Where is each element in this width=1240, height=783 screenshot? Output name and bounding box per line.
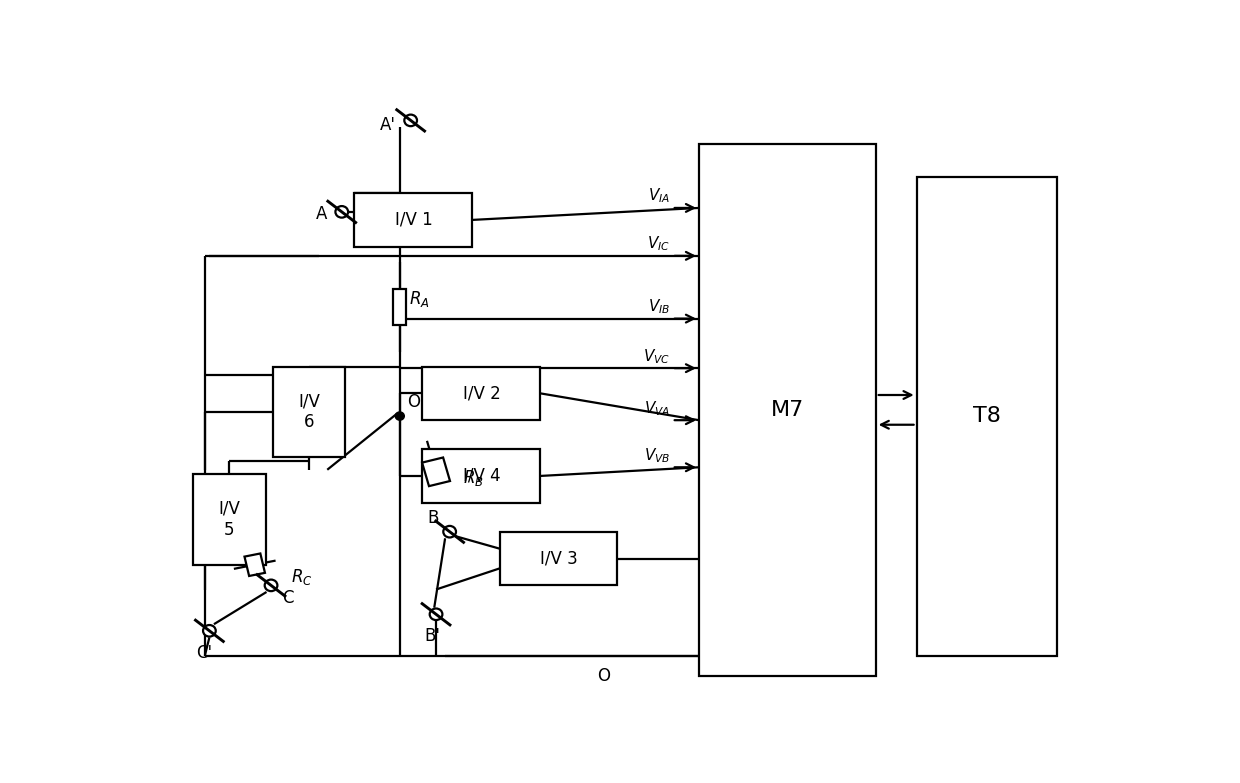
Text: $R_A$: $R_A$	[409, 289, 429, 309]
Text: $V_{VA}$: $V_{VA}$	[644, 399, 670, 417]
Text: B': B'	[424, 627, 440, 645]
Text: I/V 3: I/V 3	[539, 550, 578, 568]
Text: T8: T8	[973, 406, 1001, 426]
Bar	[916, 176, 1056, 655]
Text: C: C	[281, 589, 294, 607]
Circle shape	[203, 625, 216, 637]
Text: O: O	[598, 667, 610, 685]
Polygon shape	[244, 554, 265, 576]
Bar	[193, 474, 265, 565]
Circle shape	[430, 608, 443, 620]
Text: A': A'	[381, 116, 396, 134]
Circle shape	[335, 206, 348, 218]
Bar	[423, 449, 541, 503]
Bar	[699, 143, 875, 677]
Text: B: B	[428, 509, 439, 527]
Text: I/V
6: I/V 6	[298, 392, 320, 431]
Text: I/V 1: I/V 1	[394, 211, 433, 229]
Text: M7: M7	[771, 400, 804, 420]
Circle shape	[404, 114, 417, 126]
Polygon shape	[422, 457, 450, 486]
Bar	[355, 193, 472, 247]
Text: $V_{VB}$: $V_{VB}$	[644, 446, 670, 465]
Bar	[393, 289, 407, 325]
Text: $V_{IB}$: $V_{IB}$	[647, 298, 670, 316]
Text: I/V 2: I/V 2	[463, 384, 500, 402]
Text: I/V 4: I/V 4	[463, 467, 500, 485]
Text: A: A	[316, 205, 327, 223]
Text: C': C'	[196, 644, 212, 662]
Bar	[273, 366, 346, 457]
Circle shape	[264, 579, 278, 591]
Text: $V_{IA}$: $V_{IA}$	[647, 187, 670, 205]
Circle shape	[444, 526, 456, 537]
Bar	[500, 532, 618, 586]
Bar	[423, 366, 541, 420]
Text: I/V
5: I/V 5	[218, 500, 241, 539]
Text: $V_{IC}$: $V_{IC}$	[647, 235, 670, 254]
Text: $R_C$: $R_C$	[291, 567, 312, 587]
Circle shape	[396, 412, 404, 420]
Text: O: O	[407, 393, 420, 411]
Text: $R_B$: $R_B$	[464, 468, 484, 488]
Text: $V_{VC}$: $V_{VC}$	[642, 347, 670, 366]
